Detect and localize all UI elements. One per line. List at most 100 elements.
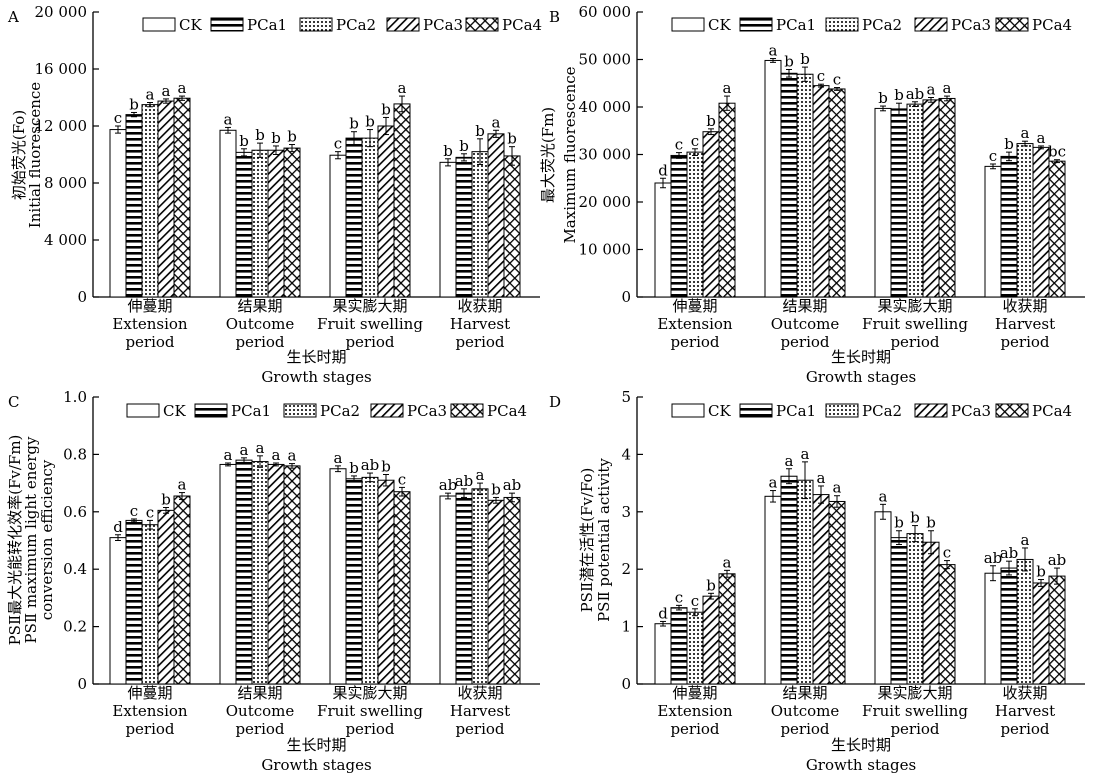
x-tick-label-en: Harvest [995,702,1055,720]
bar-pca1 [780,475,798,685]
x-tick-label-en: Harvest [450,702,510,720]
bar-pca3 [922,99,940,298]
x-tick-label-en: Outcome [771,702,840,720]
bar-pca3 [377,125,395,298]
y-tick-label: 0.2 [63,618,87,636]
bar-pca3 [487,133,505,298]
x-tick-label-en: period [125,720,174,738]
x-tick-label-zh: 收获期 [1002,684,1047,702]
significance-letter: a [1037,129,1046,147]
significance-letter: b [784,52,794,70]
legend-label: CK [708,16,731,34]
y-tick-label: 50 000 [579,51,632,69]
significance-letter: c [833,71,841,89]
bar-pca2 [686,151,704,298]
x-tick-label-en: period [1000,720,1049,738]
legend-label: PCa1 [776,16,816,34]
significance-letter: a [943,79,952,97]
y-tick-label: 8 000 [44,174,87,192]
legend-label: PCa3 [423,16,463,34]
x-tick-label-en: period [890,720,939,738]
significance-letter: c [675,588,683,606]
legend-label: CK [708,402,731,420]
significance-letter: a [178,79,187,97]
bar-pca4 [1048,160,1066,298]
significance-letter: a [879,487,888,505]
bar-pca3 [267,463,285,685]
bar-pca4 [173,97,191,298]
x-tick-label-zh: 伸蔓期 [672,297,717,315]
significance-letter: a [398,79,407,97]
significance-letter: b [365,113,375,131]
significance-letter: c [817,67,825,85]
legend-label: CK [163,402,186,420]
y-tick-label: 1.0 [63,388,87,406]
significance-letter: ab [906,85,925,103]
bar-pca1 [345,478,363,685]
bar-ck [329,154,347,298]
y-tick-label: 16 000 [35,60,88,78]
bar-pca4 [503,155,521,298]
legend-swatch-pca1 [739,403,773,418]
bar-pca4 [393,103,411,298]
x-tick-label-zh: 果实膨大期 [332,297,407,315]
bar-ck [764,59,782,298]
significance-letter: c [675,136,683,154]
x-tick-label-en: Outcome [226,315,295,333]
bar-ck [219,129,237,298]
x-tick-label-en: period [345,720,394,738]
bar-pca3 [157,100,175,298]
x-tick-label-zh: 收获期 [457,684,502,702]
bar-pca2 [471,488,489,685]
bar-pca2 [796,479,814,685]
y-tick-label: 10 000 [579,241,632,259]
bar-pca1 [125,114,143,298]
legend-swatch-pca3 [370,403,404,418]
y-axis-label: PSⅡ最大光能转化效率(Fv/Fm) [6,435,24,646]
y-tick-label: 0 [621,675,631,693]
bar-pca4 [828,500,846,685]
bar-pca1 [235,151,253,298]
bar-pca3 [1032,582,1050,685]
x-tick-label-en: period [455,720,504,738]
panel-d: D 0 1 2 3 4 5 PSⅡ潜在活性(Fv/Fo) PSⅡ potential activ… [549,388,1085,774]
significance-letter: b [129,95,139,113]
significance-letter: b [491,480,501,498]
significance-letter: c [130,502,138,520]
y-axis-label: PSⅡ潜在活性(Fv/Fo) [578,468,596,613]
bar-pca2 [251,149,269,298]
x-tick-label-en: Fruit swelling [317,315,423,333]
legend-label: PCa2 [320,402,360,420]
x-tick-label-en: period [235,333,284,351]
significance-letter: ab [984,549,1003,567]
bar-ck [654,182,672,298]
x-axis-label-en: Growth stages [261,368,371,386]
significance-letter: a [1021,531,1030,549]
panel-c: C 0 0.2 0.4 0.6 0.8 1.0 PSⅡ最大光能转化效率(Fv/Fm)PSⅡ m… [6,388,540,774]
x-tick-label-zh: 结果期 [237,297,282,315]
y-tick-label: 30 000 [579,146,632,164]
significance-letter: c [691,592,699,610]
y-tick-label: 0 [77,675,87,693]
bar-pca2 [906,533,924,685]
significance-letter: a [492,113,501,131]
significance-letter: a [769,42,778,60]
bar-pca1 [455,492,473,685]
legend-swatch-pca2 [825,17,859,32]
significance-letter: b [443,142,453,160]
bar-ck [984,165,1002,298]
bar-pca1 [455,156,473,298]
x-tick-label-en: period [780,333,829,351]
bar-pca3 [377,479,395,685]
legend-label: PCa3 [407,402,447,420]
x-tick-label-en: period [890,333,939,351]
bar-ck [109,129,127,298]
significance-letter: a [334,449,343,467]
bar-pca2 [251,461,269,685]
bar-pca4 [718,573,736,685]
x-axis-label-zh: 生长时期 [831,736,891,754]
significance-letter: ab [1000,544,1019,562]
panel-b: B 0 10 000 20 000 30 000 40 000 50 000 60 000 最大… [539,3,1085,386]
significance-letter: b [271,129,281,147]
